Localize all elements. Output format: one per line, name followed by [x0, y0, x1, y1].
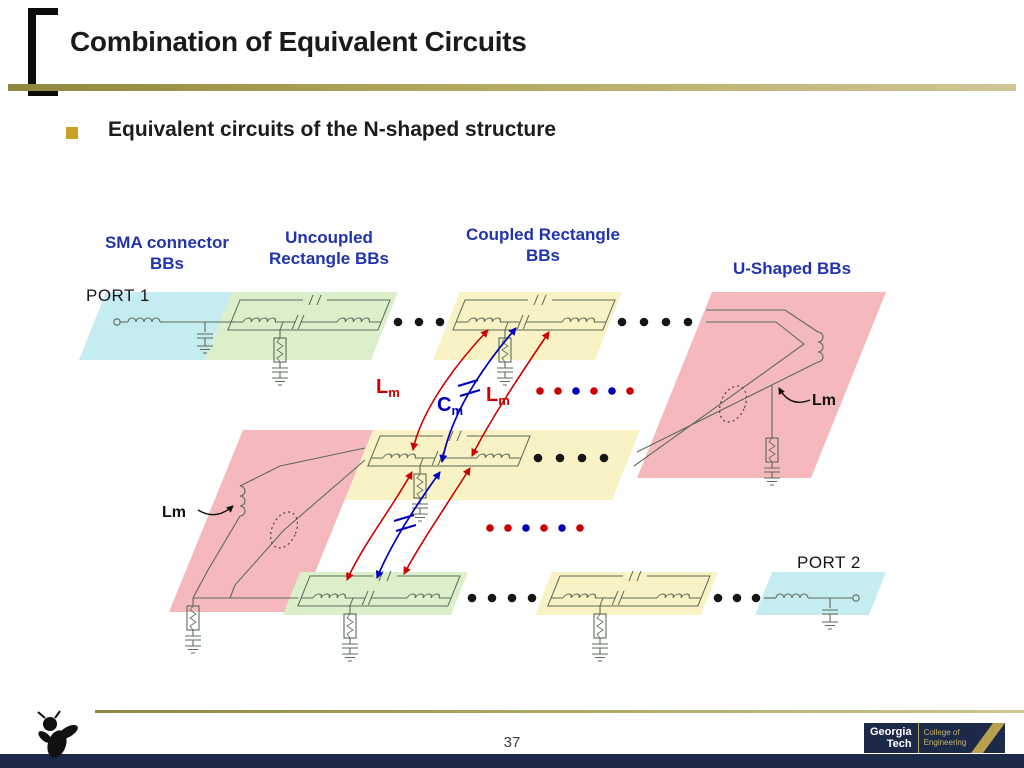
cm-capacitor-symbol: [393, 513, 417, 533]
buzz-mascot-logo: [37, 710, 78, 758]
label-coupled-rectangle-bbs: Coupled Rectangle BBs: [466, 225, 620, 265]
label-lm-left: Lm: [162, 504, 186, 521]
slide-title: Combination of Equivalent Circuits: [70, 26, 527, 57]
gt-college-text: College of Engineering: [918, 723, 972, 753]
lm-hook-arrow-left: [197, 505, 234, 516]
title-bracket-decoration: [28, 8, 58, 96]
black-dots: [393, 317, 761, 603]
label-lm-coupling-right: Lm: [486, 384, 510, 408]
bullet-marker: [66, 127, 78, 139]
label-sma-connector-bbs: SMA connector BBs: [104, 233, 230, 273]
blue-coupling-arrows: [375, 327, 517, 579]
cm-arrow: [439, 327, 517, 463]
lm-hook-arrow-right: [778, 387, 811, 403]
label-port1: PORT 1: [86, 286, 150, 305]
title-divider: [8, 84, 1016, 91]
gt-line2: Tech: [886, 738, 912, 750]
band-coupled-top: [433, 292, 622, 360]
shunt-coupled-bottom: [591, 605, 609, 662]
band-ushaped-right: [637, 292, 886, 478]
lm-main: L: [376, 376, 389, 398]
blue-dots: [522, 387, 616, 532]
band-sma-top: [79, 292, 232, 360]
band-ushaped-left: [169, 430, 373, 612]
circuit-wiring: [113, 295, 860, 662]
lm-hook-arrows: [197, 387, 811, 516]
shunt-ushaped-left: [184, 597, 202, 654]
footer-navy-bar: [0, 754, 1024, 768]
georgia-tech-logo: Georgia Tech College of Engineering: [864, 723, 1006, 753]
cm-sub: m: [451, 403, 464, 418]
lm-sub: m: [388, 385, 400, 400]
band-coupled-bottom: [535, 572, 718, 615]
label-ushaped-bbs: U-Shaped BBs: [732, 259, 852, 278]
lm-main: L: [486, 384, 499, 406]
gt-line1: Georgia: [870, 726, 912, 738]
gt-college-line2: Engineering: [923, 738, 967, 747]
band-uncoupled-bottom: [283, 572, 468, 615]
port2-circuit: [764, 593, 860, 630]
band-coupled-middle: [340, 430, 640, 500]
georgia-tech-wordmark: Georgia Tech: [864, 723, 918, 753]
gt-diagonal-mark: [971, 723, 1006, 753]
band-sma-bottom: [755, 572, 886, 615]
coupling-ellipses: [269, 385, 748, 549]
page-number: 37: [503, 734, 521, 751]
ushaped-right-circuit: [633, 309, 824, 486]
ushaped-left-circuit: [184, 447, 366, 654]
footer-divider-line: [95, 710, 1024, 713]
shunt-uncoupled-bottom: [341, 605, 359, 662]
red-dots: [486, 387, 634, 532]
cm-main: C: [437, 394, 452, 416]
cm-arrow: [375, 471, 441, 579]
cm-capacitor-symbol: [457, 378, 481, 398]
label-lm-right: Lm: [812, 392, 836, 409]
gt-college-line1: College of: [923, 728, 960, 737]
label-uncoupled-rectangle-bbs: Uncoupled Rectangle BBs: [269, 228, 389, 268]
coupling-ellipse-left: [269, 511, 299, 549]
label-port2: PORT 2: [797, 553, 861, 572]
bullet-text: Equivalent circuits of the N-shaped stru…: [108, 118, 557, 141]
coupling-ellipse-right: [718, 385, 748, 423]
label-cm-coupling: Cm: [437, 394, 463, 418]
label-lm-coupling-left: Lm: [376, 376, 400, 400]
gt-logo-divider: [917, 723, 919, 753]
port1-circuit: [113, 317, 231, 354]
lm-sub: m: [498, 393, 510, 408]
band-uncoupled-top: [205, 292, 398, 360]
color-bands: [79, 292, 886, 615]
